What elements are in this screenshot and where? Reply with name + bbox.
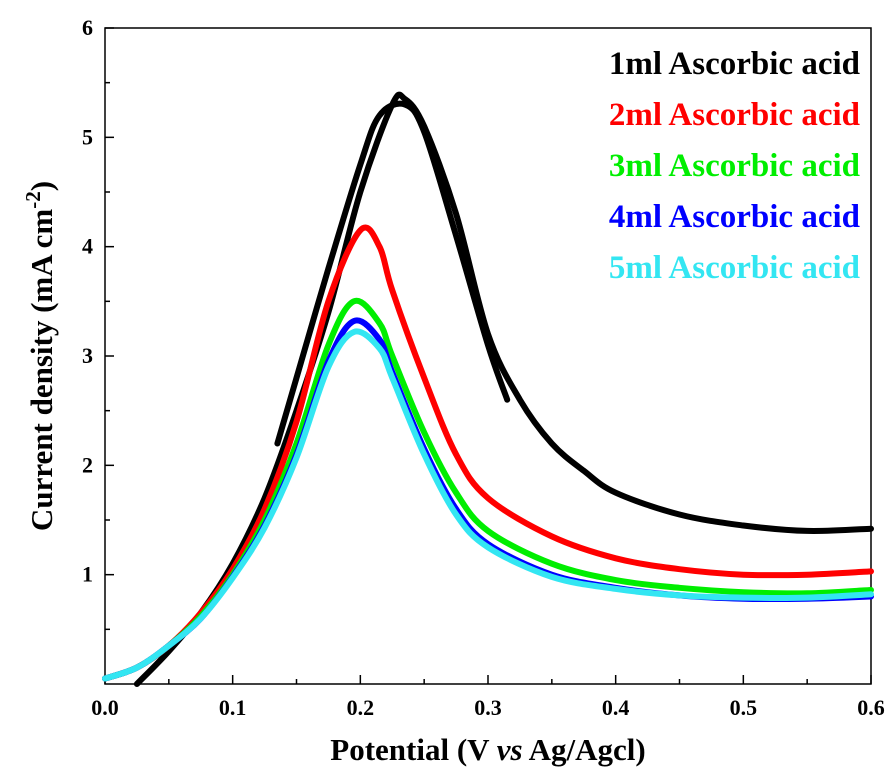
series-line-3-segment-1 (102, 297, 874, 682)
legend-entry-2: 2ml Ascorbic acid (609, 97, 860, 133)
series-line-2-segment-1 (102, 224, 874, 682)
x-tick-label: 0.4 (602, 695, 630, 720)
axis-ticks (104, 27, 872, 684)
x-axis-title: Potential (V vs Ag/Agcl) (330, 732, 645, 767)
legend: 1ml Ascorbic acid 2ml Ascorbic acid 3ml As… (609, 46, 860, 286)
x-tick-label: 0.6 (857, 695, 885, 720)
axis-tick-labels: 0.0 0.1 0.2 0.3 0.4 0.5 0.6 1 2 3 4 5 6 (82, 15, 885, 720)
x-tick-label: 0.0 (91, 695, 119, 720)
y-tick-label: 5 (82, 124, 93, 149)
x-tick-label: 0.3 (474, 695, 502, 720)
x-tick-label: 0.2 (347, 695, 375, 720)
x-tick-label: 0.1 (219, 695, 247, 720)
series-lines (102, 91, 874, 687)
y-axis-title: Current density (mA cm-2) (21, 181, 59, 531)
series-line-5-segment-1 (102, 328, 874, 682)
y-tick-label: 6 (82, 15, 93, 40)
y-tick-label: 4 (82, 234, 93, 259)
x-tick-label: 0.5 (730, 695, 758, 720)
legend-entry-5: 5ml Ascorbic acid (609, 250, 860, 286)
series-line-1-segment-2 (274, 100, 511, 447)
legend-entry-1: 1ml Ascorbic acid (609, 46, 860, 82)
y-tick-label: 1 (82, 562, 93, 587)
y-tick-label: 2 (82, 452, 93, 477)
y-tick-label: 3 (82, 343, 93, 368)
legend-entry-3: 3ml Ascorbic acid (609, 148, 860, 184)
legend-entry-4: 4ml Ascorbic acid (609, 199, 860, 235)
